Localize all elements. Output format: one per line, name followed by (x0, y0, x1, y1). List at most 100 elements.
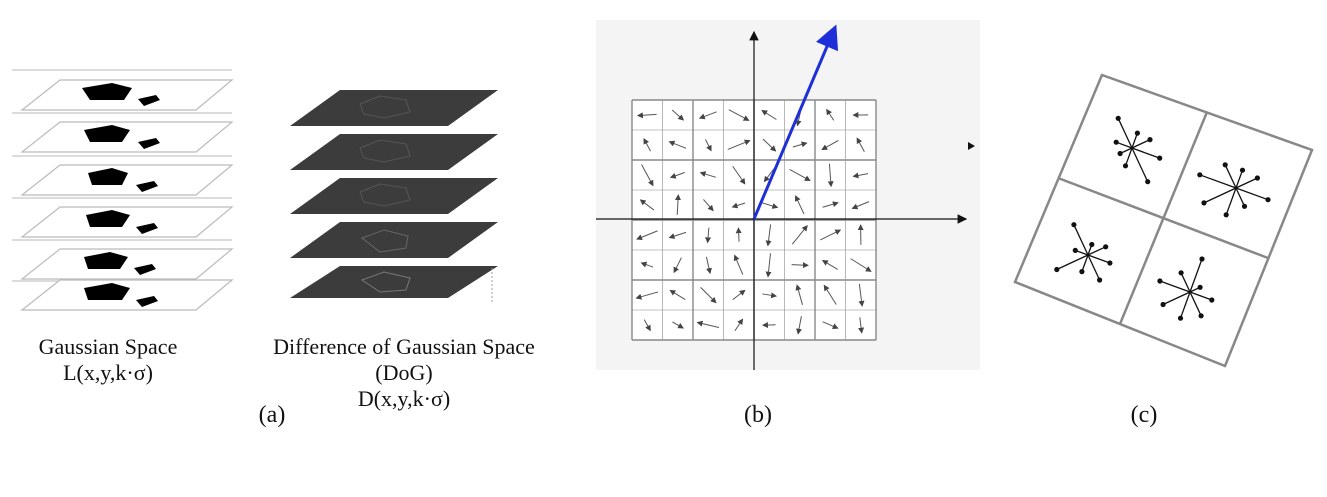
gaussian-space-caption: Gaussian Space L(x,y,k·σ) (39, 334, 178, 386)
gradient-arrow (640, 261, 654, 268)
gradient-arrow (796, 316, 802, 335)
panel-b: (b) (580, 0, 1000, 440)
panel-c: (c) (1000, 0, 1327, 440)
dog-plane (290, 134, 498, 170)
gradient-arrow (734, 318, 744, 332)
gradient-arrow (705, 256, 712, 275)
histogram-star (1157, 256, 1215, 321)
gradient-arrow (636, 230, 658, 241)
gradient-arrow (668, 140, 687, 149)
dog-plane (290, 222, 498, 258)
gradient-arrow (671, 109, 685, 121)
gradient-arrow (672, 321, 684, 329)
dog-caption-line1: Difference of Gaussian Space (273, 334, 535, 359)
histogram-bin (1131, 147, 1163, 161)
histogram-bin (1235, 187, 1248, 209)
gradient-arrow (669, 172, 685, 179)
gradient-arrow (827, 163, 834, 188)
histogram-bin (1117, 147, 1133, 157)
histogram-bin (1072, 247, 1089, 256)
dog-space-caption: Difference of Gaussian Space (DoG) D(x,y… (273, 334, 535, 412)
gradient-arrow (700, 287, 717, 304)
gradient-arrow (641, 164, 654, 187)
histogram-bin (1131, 130, 1141, 149)
histogram-star (1113, 115, 1163, 185)
descriptor-frame (1013, 73, 1314, 368)
gaussian-caption-line1: Gaussian Space (38, 334, 178, 359)
panel-a: Gaussian Space L(x,y,k·σ) Difference of … (0, 0, 560, 440)
gradient-arrow (822, 321, 839, 329)
gradient-arrow (765, 224, 772, 247)
axis-tick-mark (968, 142, 975, 150)
orientation-histograms (1054, 115, 1271, 321)
histogram-bin (1157, 278, 1191, 293)
histogram-bin (1131, 147, 1151, 185)
gradient-arrow (822, 201, 839, 208)
gaussian-plane (12, 197, 234, 238)
gradient-arrow (821, 140, 839, 151)
histogram-bin (1131, 137, 1153, 149)
gradient-arrow (792, 141, 808, 148)
gradient-arrow (794, 195, 805, 215)
gradient-grid-figure (596, 20, 980, 370)
dog-planes (290, 90, 498, 302)
gaussian-caption-line2: L(x,y,k·σ) (63, 360, 153, 385)
gradient-arrow (635, 291, 659, 300)
dog-caption-line3: D(x,y,k·σ) (357, 386, 451, 411)
histogram-bin (1222, 162, 1237, 189)
gradient-arrow (789, 169, 811, 182)
gradient-arrow (858, 317, 865, 334)
histogram-bin (1197, 172, 1237, 189)
gradient-arrow (735, 227, 742, 242)
gradient-arrow (639, 199, 655, 211)
gradient-arrow (669, 289, 686, 301)
gaussian-plane (12, 112, 234, 153)
histogram-bin (1235, 187, 1271, 203)
histogram-bin (1115, 115, 1133, 149)
gradient-arrows (635, 104, 872, 335)
gaussian-plane (12, 239, 234, 280)
histogram-bin (1189, 291, 1215, 303)
histogram-bin (1223, 187, 1237, 218)
histogram-bin (1235, 167, 1246, 189)
gradient-arrow (826, 108, 835, 121)
gradient-arrow (791, 262, 809, 269)
gradient-arrow (823, 284, 837, 305)
gradient-arrow (762, 138, 777, 152)
dog-caption-line2: (DoG) (375, 360, 433, 385)
dog-plane (290, 266, 498, 302)
gradient-arrow (795, 284, 803, 305)
gaussian-planes (12, 69, 234, 311)
keypoint-descriptor (1013, 73, 1314, 368)
gradient-arrow (820, 229, 842, 241)
gradient-arrow (852, 172, 869, 179)
gradient-arrow (703, 199, 714, 212)
histogram-bin (1189, 291, 1204, 319)
panel-c-label: (c) (1130, 402, 1158, 428)
histogram-bin (1235, 175, 1261, 189)
gradient-arrow (821, 260, 838, 270)
gradient-arrow (643, 319, 651, 332)
gradient-arrow (731, 202, 746, 209)
gradient-arrow (851, 201, 870, 210)
gradient-arrow (643, 137, 651, 152)
histogram-star (1054, 222, 1113, 283)
gradient-arrow (856, 137, 865, 153)
histogram-bin (1087, 254, 1113, 266)
gradient-arrow (704, 139, 712, 152)
panel-a-label: (a) (258, 402, 286, 428)
gradient-arrow (699, 171, 717, 178)
gaussian-plane (12, 279, 234, 311)
histogram-bin (1201, 187, 1237, 206)
histogram-bin (1160, 291, 1191, 308)
gradient-arrow (727, 139, 751, 150)
histogram-bin (1054, 254, 1089, 273)
gradient-arrow (761, 109, 777, 120)
gradient-arrow (728, 109, 750, 121)
dominant-orientation-arrow (752, 24, 839, 220)
histogram-bin (1087, 244, 1109, 256)
histogram-bin (1087, 241, 1095, 256)
gradient-arrow (761, 202, 779, 209)
gaussian-plane (12, 69, 234, 111)
gradient-arrow (850, 258, 872, 272)
